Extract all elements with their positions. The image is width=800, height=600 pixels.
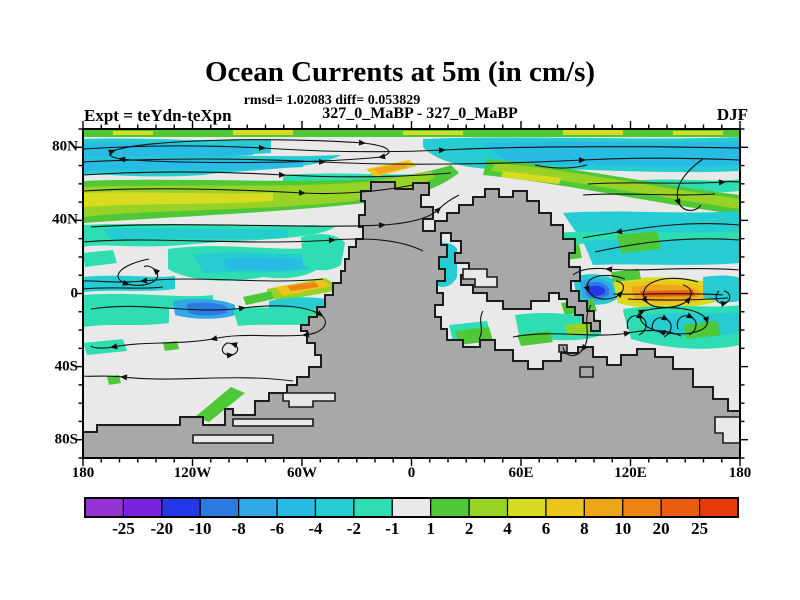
y-tick-label: 40S: [54, 358, 78, 375]
experiment-label: Expt = teYdn-teXpn: [84, 106, 232, 125]
colorbar-tick-label: -20: [150, 519, 174, 538]
colorbar-tick-label: -4: [308, 519, 323, 538]
season-label: DJF: [716, 105, 748, 124]
colorbar-tick-label: -1: [385, 519, 400, 538]
x-tick-label: 0: [407, 465, 416, 481]
x-tick-label: 60W: [287, 465, 317, 481]
axis-ticks: [75, 121, 748, 466]
y-tick-label: 80S: [54, 431, 78, 448]
x-tick-label: 120W: [173, 465, 212, 481]
colorbar-tick-label: 1: [426, 519, 435, 538]
rmsd-diff-stats: rmsd= 1.02083 diff= 0.053829: [243, 93, 421, 108]
colorbar-tick-label: 2: [464, 519, 474, 538]
streamlines: [83, 140, 740, 382]
colorbar-tick-label: 8: [580, 519, 589, 538]
colorbar-tick-label: -6: [269, 519, 285, 538]
x-tick-label: 180: [71, 465, 95, 481]
colorbar-tick-label: -10: [188, 519, 212, 538]
y-tick-label: 80N: [52, 138, 78, 155]
colorbar-tick-label: 25: [691, 519, 709, 538]
colorbar-tick-label: -25: [112, 519, 135, 538]
colorbar-tick-label: 10: [614, 519, 632, 538]
x-tick-label: 180: [728, 465, 752, 481]
x-tick-label: 60E: [508, 465, 534, 481]
colorbar-tick-label: 20: [652, 519, 670, 538]
colorbar: [84, 497, 739, 518]
colorbar-tick-label: -8: [231, 519, 246, 538]
colorbar-tick-label: -2: [346, 519, 361, 538]
page-title: Ocean Currents at 5m (in cm/s): [204, 56, 596, 88]
paleo-landmass: [83, 181, 740, 458]
colorbar-tick-label: 4: [503, 519, 512, 538]
run-comparison-label: 327_0_MaBP - 327_0_MaBP: [322, 105, 518, 122]
x-tick-label: 120E: [614, 465, 647, 481]
colorbar-tick-label: 6: [541, 519, 551, 538]
y-tick-label: 40N: [52, 211, 78, 228]
y-tick-label: 0: [70, 285, 79, 301]
